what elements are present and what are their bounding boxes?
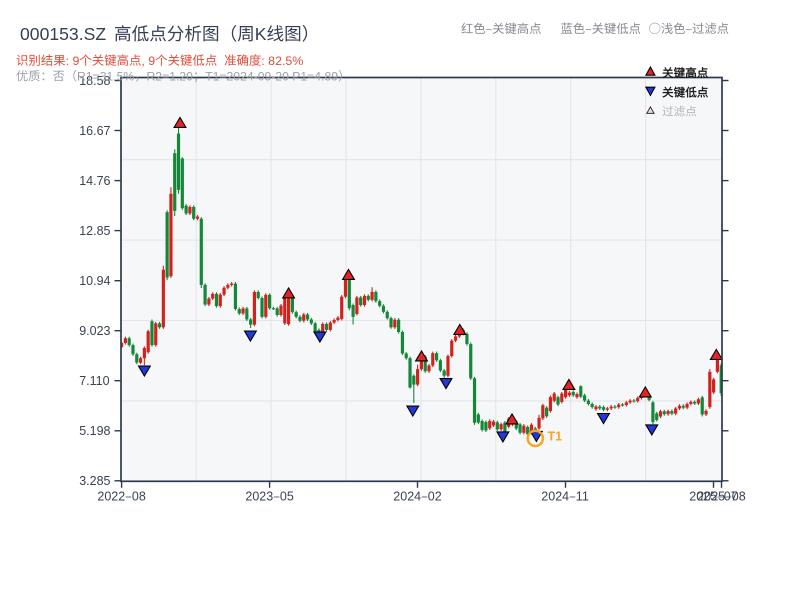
svg-text:3.285: 3.285 xyxy=(79,474,110,488)
svg-text:14.76: 14.76 xyxy=(79,174,110,188)
svg-text:12.85: 12.85 xyxy=(79,224,110,238)
svg-text:R1=31.5%: R1=31.5% xyxy=(77,69,134,83)
svg-text:T1: T1 xyxy=(548,430,563,444)
svg-text:2024: 2024 xyxy=(393,490,421,504)
svg-text:2025: 2025 xyxy=(697,490,725,504)
svg-text:16.67: 16.67 xyxy=(79,124,110,138)
svg-text:02: 02 xyxy=(428,490,442,504)
svg-text:11: 11 xyxy=(576,490,589,504)
svg-text:5.198: 5.198 xyxy=(79,424,110,438)
svg-text:7.110: 7.110 xyxy=(79,374,109,388)
svg-text:, 9: , 9 xyxy=(141,54,155,68)
svg-text:08: 08 xyxy=(732,490,746,504)
svg-text:2025: 2025 xyxy=(689,490,717,504)
svg-text:2023: 2023 xyxy=(245,490,273,504)
svg-text:T1=2024-09-20 P1=4.89: T1=2024-09-20 P1=4.89 xyxy=(205,69,338,83)
svg-text:2022: 2022 xyxy=(97,490,125,504)
svg-text:2024: 2024 xyxy=(541,490,569,504)
svg-text:9.023: 9.023 xyxy=(79,324,110,338)
svg-text:K: K xyxy=(255,24,267,44)
svg-text:05: 05 xyxy=(280,490,294,504)
svg-text:: 82.5%: : 82.5% xyxy=(261,54,303,68)
svg-text:R2=1.20: R2=1.20 xyxy=(147,69,194,83)
svg-text:: 9: : 9 xyxy=(66,54,80,68)
svg-text:10.94: 10.94 xyxy=(79,274,110,288)
svg-text:07: 07 xyxy=(724,490,738,504)
svg-text:000153.SZ: 000153.SZ xyxy=(20,24,106,44)
svg-text:08: 08 xyxy=(132,490,146,504)
svg-text:18.58: 18.58 xyxy=(79,74,110,88)
